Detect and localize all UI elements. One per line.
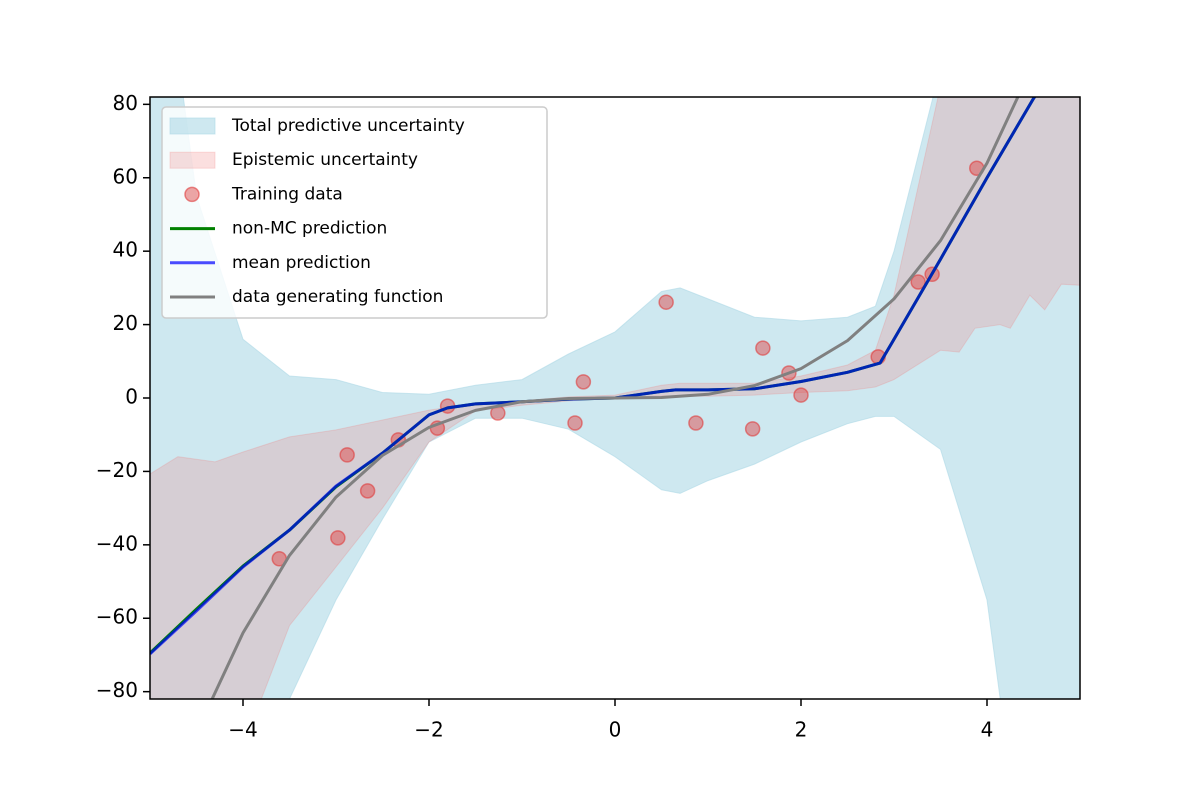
training-point bbox=[359, 483, 376, 499]
x-tick-label: −2 bbox=[414, 718, 443, 742]
training-point bbox=[793, 387, 809, 403]
prediction-line bbox=[150, 97, 1037, 656]
y-tick-label: −60 bbox=[96, 605, 138, 629]
y-tick-label: −80 bbox=[96, 678, 138, 702]
x-tick-label: 2 bbox=[795, 718, 808, 742]
y-tick-label: −40 bbox=[96, 531, 138, 555]
y-tick-label: 20 bbox=[113, 311, 138, 335]
plot-area bbox=[150, 97, 1080, 699]
legend: Total predictive uncertainty Epistemic un… bbox=[161, 106, 548, 319]
training-point bbox=[575, 374, 592, 390]
y-tick-label: 80 bbox=[113, 91, 138, 115]
y-tick-label: 40 bbox=[113, 238, 138, 262]
x-tick-label: 0 bbox=[609, 718, 622, 742]
training-point bbox=[339, 447, 355, 463]
x-tick-label: −4 bbox=[228, 718, 257, 742]
legend-swatch bbox=[169, 151, 216, 169]
legend-swatch bbox=[169, 117, 216, 135]
legend-label: non-MC prediction bbox=[232, 219, 387, 239]
training-point bbox=[658, 294, 674, 310]
legend-label: mean prediction bbox=[232, 253, 371, 273]
y-tick-label: 60 bbox=[113, 164, 138, 188]
training-point bbox=[567, 415, 583, 431]
training-point bbox=[330, 530, 346, 546]
training-point bbox=[688, 415, 704, 431]
legend-label: Epistemic uncertainty bbox=[232, 150, 418, 170]
legend-swatch bbox=[184, 186, 200, 203]
prediction-line bbox=[210, 97, 1020, 699]
training-point bbox=[910, 274, 926, 290]
legend-box bbox=[161, 106, 548, 319]
training-point bbox=[744, 421, 761, 437]
legend-label: Total predictive uncertainty bbox=[231, 116, 465, 136]
training-point bbox=[755, 340, 771, 356]
legend-label: Training data bbox=[231, 184, 343, 204]
legend-label: data generating function bbox=[232, 287, 443, 307]
x-tick-label: 4 bbox=[981, 718, 994, 742]
y-tick-label: 0 bbox=[125, 385, 138, 409]
y-tick-label: −20 bbox=[96, 458, 138, 482]
